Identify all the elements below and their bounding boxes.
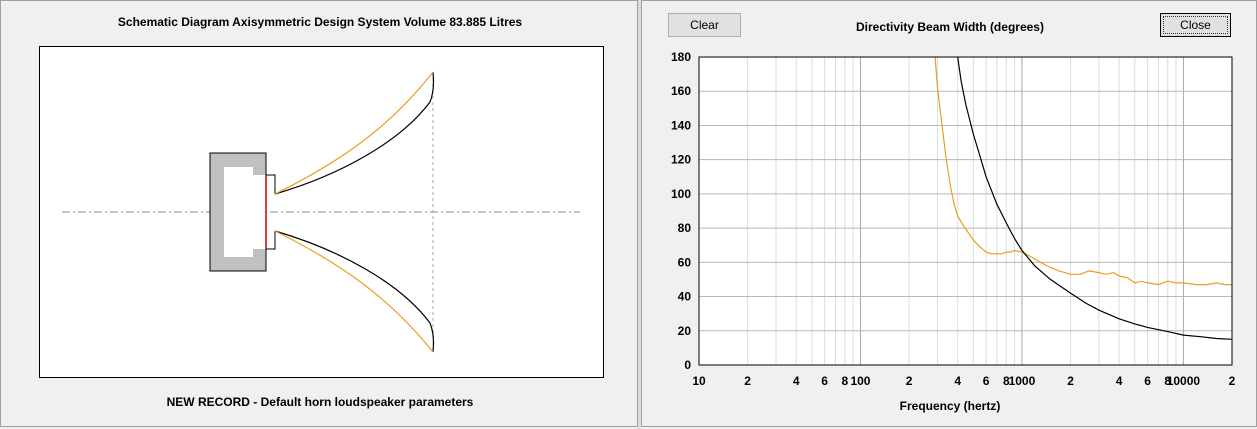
x-tick-label: 10000 [1167,374,1201,388]
x-tick-label: 8 [1164,374,1171,388]
x-tick-label: 8 [841,374,848,388]
y-tick-label: 180 [671,50,691,64]
y-tick-label: 40 [678,290,692,304]
throat-step-top [266,174,276,194]
y-tick-label: 0 [684,358,691,372]
y-tick-label: 60 [678,255,692,269]
y-tick-label: 120 [671,153,691,167]
schematic-diagram [39,46,604,378]
series-line-orange [934,57,1232,286]
x-tick-label: 1000 [1009,374,1036,388]
y-tick-label: 80 [678,221,692,235]
horn-profile-top [274,71,435,195]
x-tick-label: 6 [983,374,990,388]
y-tick-label: 100 [671,187,691,201]
horn-orange-top [274,71,434,195]
schematic-panel: Schematic Diagram Axisymmetric Design Sy… [0,0,638,427]
horn-schematic-svg [62,71,580,353]
plot-area [699,57,1232,365]
x-tick-label: 6 [821,374,828,388]
x-tick-label: 4 [793,374,800,388]
x-tick-label: 2 [1067,374,1074,388]
y-tick-label: 140 [671,118,691,132]
x-tick-label: 4 [954,374,961,388]
clear-button[interactable]: Clear [668,13,741,37]
x-tick-label: 2 [744,374,751,388]
horn-orange-bottom [274,230,434,353]
throat-step-bottom [266,231,276,250]
close-button[interactable]: Close [1160,13,1231,37]
x-tick-label: 8 [1003,374,1010,388]
y-tick-label: 20 [678,324,692,338]
x-tick-label: 2 [1229,374,1236,388]
x-tick-label: 2 [906,374,913,388]
x-axis-label: Frequency (hertz) [899,399,1001,413]
plot-border [698,56,1233,366]
x-tick-label: 6 [1144,374,1151,388]
y-tick-label: 160 [671,84,691,98]
chart-title: Directivity Beam Width (degrees) [856,20,1044,34]
driver-cavity [224,167,266,257]
x-tick-label: 100 [850,374,870,388]
directivity-panel: Clear Directivity Beam Width (degrees) C… [641,0,1257,427]
panel-divider [638,0,641,429]
record-footer: NEW RECORD - Default horn loudspeaker pa… [166,395,474,409]
x-tick-label: 4 [1116,374,1123,388]
horn-profile-bottom [274,230,435,353]
schematic-title: Schematic Diagram Axisymmetric Design Sy… [117,15,523,29]
x-tick-label: 10 [692,374,706,388]
series-line-black [957,57,1232,340]
